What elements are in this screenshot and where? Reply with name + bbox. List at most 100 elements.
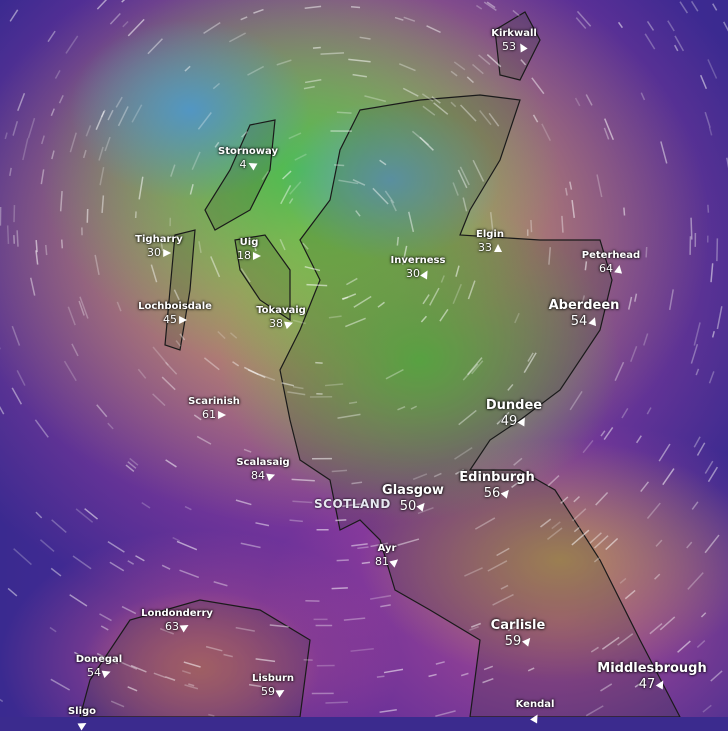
wind-streak — [120, 662, 137, 670]
wind-streak — [542, 124, 550, 141]
wind-streak — [280, 239, 285, 250]
wind-streak — [108, 542, 125, 553]
wind-streak — [631, 346, 637, 362]
wind-streak — [68, 307, 75, 325]
wind-streak — [17, 230, 18, 246]
wind-streak — [395, 18, 403, 21]
wind-streak — [262, 171, 268, 179]
wind-streak — [349, 402, 357, 403]
city-name: Lochboisdale — [138, 301, 212, 313]
wind-streak — [166, 460, 177, 467]
wind-streak — [456, 266, 459, 277]
wind-streak — [192, 152, 200, 170]
wind-streak — [434, 103, 448, 115]
wind-streak — [61, 191, 62, 211]
wind-streak — [540, 519, 550, 527]
city-name: Aberdeen — [549, 298, 620, 314]
wind-streak — [241, 17, 248, 20]
wind-streak — [117, 302, 121, 311]
wind-streak — [5, 133, 7, 139]
wind-direction-arrow-icon — [179, 316, 187, 324]
wind-streak — [552, 522, 561, 529]
city-name: Tigharry — [135, 234, 183, 246]
wind-streak — [128, 19, 144, 36]
city-label-kendal[interactable]: Kendal — [516, 699, 555, 724]
wind-streak — [248, 370, 265, 378]
city-name: Lisburn — [252, 673, 294, 685]
wind-streak — [694, 437, 700, 447]
wind-streak — [36, 250, 38, 264]
wind-direction-arrow-icon — [266, 471, 276, 481]
wind-streak — [131, 666, 146, 672]
wind-streak — [597, 175, 602, 197]
wind-streak — [461, 673, 468, 675]
wind-streak — [255, 523, 269, 526]
wind-speed: 54 — [549, 314, 620, 330]
wind-streak — [668, 21, 674, 31]
wind-streak — [409, 212, 414, 232]
wind-streak — [586, 95, 592, 106]
wind-streak — [13, 121, 17, 135]
wind-streak — [656, 540, 662, 546]
wind-streak — [570, 182, 572, 190]
wind-streak — [705, 461, 712, 473]
wind-streak — [697, 443, 704, 456]
wind-streak — [590, 533, 602, 543]
wind-streak — [475, 518, 495, 529]
wind-streak — [55, 70, 59, 78]
wind-streak — [292, 501, 312, 502]
wind-streak — [459, 410, 477, 424]
wind-streak — [42, 136, 44, 144]
wind-streak — [283, 171, 291, 179]
wind-streak — [594, 558, 599, 562]
wind-direction-arrow-icon — [522, 635, 533, 646]
wind-streak — [70, 595, 87, 606]
wind-streak — [596, 492, 608, 505]
city-name: Dundee — [486, 398, 542, 414]
wind-direction-arrow-icon — [102, 668, 112, 678]
wind-streak — [385, 191, 394, 203]
wind-streak — [692, 502, 698, 510]
wind-streak — [281, 185, 291, 203]
wind-streak — [353, 75, 367, 77]
wind-streak — [508, 384, 513, 390]
wind-speed: 81 — [375, 555, 399, 568]
wind-streak — [332, 470, 347, 471]
wind-streak — [713, 4, 717, 11]
city-label-sligo[interactable]: Sligo — [68, 706, 96, 731]
wind-streak — [574, 497, 580, 502]
wind-streak — [116, 97, 122, 107]
wind-streak — [332, 588, 348, 589]
wind-speed: 33 — [476, 241, 504, 254]
wind-streak — [572, 200, 574, 218]
wind-streak — [72, 344, 78, 356]
wind-speed — [68, 718, 96, 731]
wind-streak — [501, 585, 508, 589]
wind-direction-arrow-icon — [253, 252, 261, 260]
wind-streak — [204, 23, 221, 34]
wind-speed-value: 47 — [639, 677, 656, 692]
city-name: Sligo — [68, 706, 96, 718]
